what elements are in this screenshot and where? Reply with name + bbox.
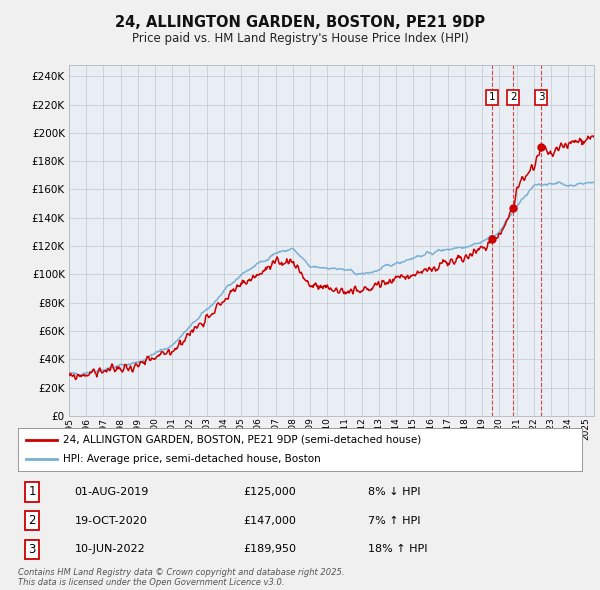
- Text: 7% ↑ HPI: 7% ↑ HPI: [368, 516, 420, 526]
- Text: 2: 2: [28, 514, 36, 527]
- Text: 8% ↓ HPI: 8% ↓ HPI: [368, 487, 420, 497]
- Text: £189,950: £189,950: [244, 545, 296, 555]
- Text: Contains HM Land Registry data © Crown copyright and database right 2025.
This d: Contains HM Land Registry data © Crown c…: [18, 568, 344, 587]
- Text: 01-AUG-2019: 01-AUG-2019: [74, 487, 149, 497]
- Text: 3: 3: [538, 93, 545, 103]
- Text: 24, ALLINGTON GARDEN, BOSTON, PE21 9DP: 24, ALLINGTON GARDEN, BOSTON, PE21 9DP: [115, 15, 485, 30]
- Text: 3: 3: [28, 543, 36, 556]
- Text: Price paid vs. HM Land Registry's House Price Index (HPI): Price paid vs. HM Land Registry's House …: [131, 32, 469, 45]
- Text: 18% ↑ HPI: 18% ↑ HPI: [368, 545, 427, 555]
- Text: 2: 2: [510, 93, 517, 103]
- Text: 1: 1: [28, 486, 36, 499]
- Text: 19-OCT-2020: 19-OCT-2020: [74, 516, 147, 526]
- Text: HPI: Average price, semi-detached house, Boston: HPI: Average price, semi-detached house,…: [63, 454, 321, 464]
- Text: 1: 1: [489, 93, 496, 103]
- Text: £147,000: £147,000: [244, 516, 296, 526]
- Text: 24, ALLINGTON GARDEN, BOSTON, PE21 9DP (semi-detached house): 24, ALLINGTON GARDEN, BOSTON, PE21 9DP (…: [63, 435, 421, 445]
- Text: 10-JUN-2022: 10-JUN-2022: [74, 545, 145, 555]
- Text: £125,000: £125,000: [244, 487, 296, 497]
